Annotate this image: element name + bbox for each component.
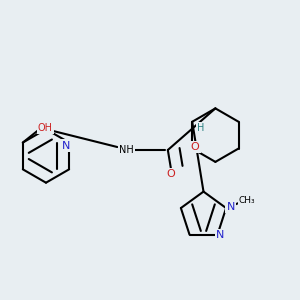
Text: N: N <box>62 140 70 151</box>
Text: N: N <box>216 230 225 240</box>
Text: O: O <box>167 169 175 179</box>
Text: OH: OH <box>38 123 52 133</box>
Text: O: O <box>191 142 200 152</box>
Text: NH: NH <box>119 145 134 155</box>
Text: H: H <box>197 123 205 133</box>
Text: CH₃: CH₃ <box>238 196 255 205</box>
Text: N: N <box>226 202 235 212</box>
